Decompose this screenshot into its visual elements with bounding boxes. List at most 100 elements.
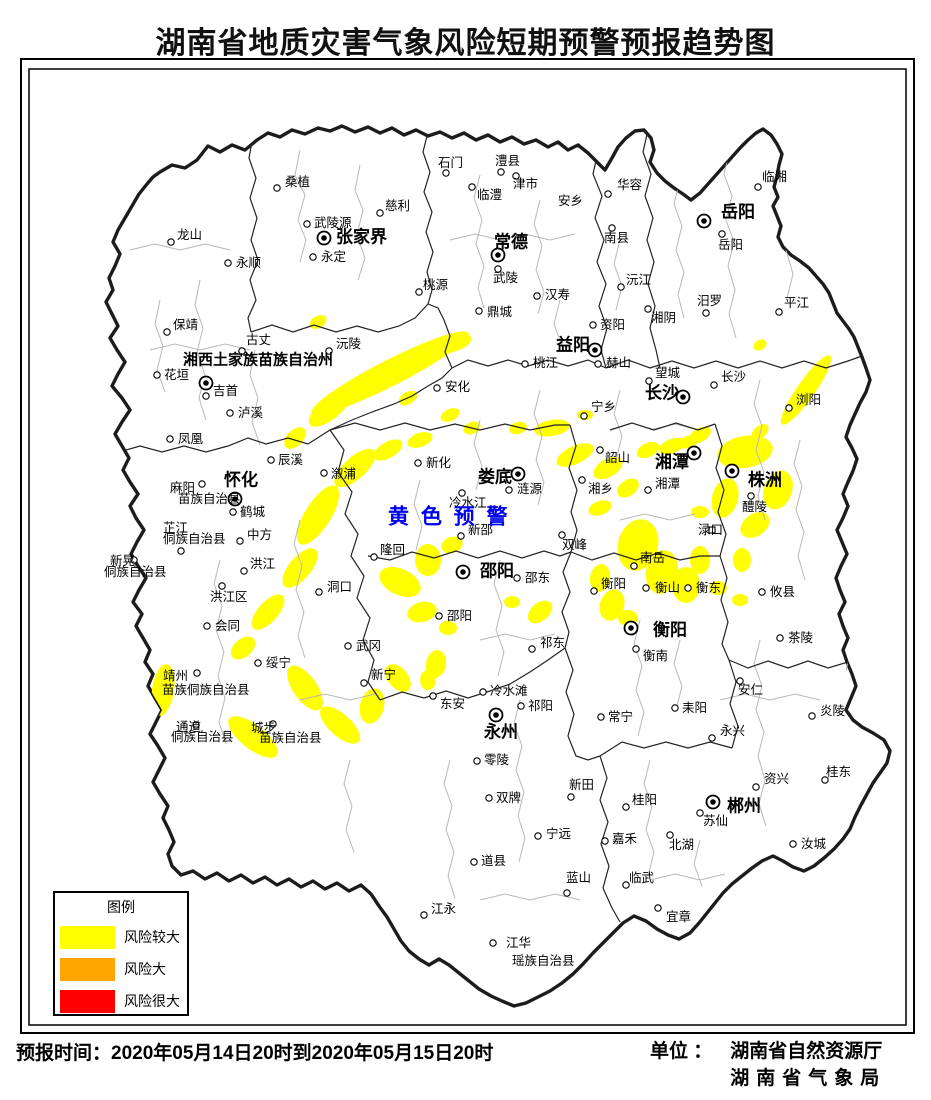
county-marker — [470, 858, 478, 866]
city-marker — [696, 213, 712, 229]
county-marker — [644, 305, 652, 313]
risk-area — [251, 594, 285, 630]
risk-area — [763, 470, 793, 510]
county-marker — [192, 721, 200, 729]
risk-area — [320, 706, 360, 744]
city-marker — [623, 620, 639, 636]
risk-area — [619, 532, 637, 544]
legend-swatch — [60, 925, 115, 949]
county-marker — [376, 209, 384, 217]
county-label: 保靖 — [173, 318, 198, 332]
county-label: 宁远 — [546, 826, 572, 841]
risk-area — [334, 448, 376, 488]
risk-area — [599, 589, 625, 621]
county-marker — [415, 288, 423, 296]
county-label: 会同 — [215, 619, 240, 633]
county-label: 攸县 — [770, 584, 795, 599]
county-marker — [789, 840, 797, 848]
risk-area — [658, 437, 686, 455]
county-marker — [344, 642, 352, 650]
legend-title: 图例 — [107, 899, 135, 915]
city-marker — [587, 342, 603, 358]
county-label: 洞口 — [327, 580, 352, 594]
city-label: 益阳 — [556, 335, 590, 355]
city-marker — [490, 247, 506, 263]
risk-area — [690, 546, 710, 574]
risk-area — [415, 544, 441, 576]
county-label: 古丈 — [246, 332, 271, 347]
county-label: 临武 — [629, 871, 655, 885]
legend-item: 风险很大 — [60, 989, 187, 1013]
city-marker — [724, 463, 740, 479]
county-marker — [558, 531, 566, 539]
county-label: 洪江 — [250, 557, 275, 571]
county-marker — [269, 720, 277, 728]
county-marker — [594, 360, 602, 368]
county-label: 桂阳 — [632, 792, 657, 807]
county-marker — [589, 321, 597, 329]
county-marker — [320, 469, 328, 477]
county-label: 常宁 — [608, 709, 633, 724]
legend-label: 风险很大 — [124, 993, 180, 1009]
risk-area — [589, 564, 611, 592]
county-label: 沅江 — [626, 273, 651, 287]
county-marker — [534, 832, 542, 840]
county-label: 零陵 — [484, 753, 510, 767]
county-label: 衡南 — [643, 648, 668, 663]
county-label: 渌口 — [698, 522, 723, 537]
county-label: 龙山 — [177, 228, 202, 242]
city-label: 长沙 — [645, 383, 679, 403]
county-marker — [254, 659, 262, 667]
county-marker — [517, 702, 525, 710]
city-marker — [675, 389, 691, 405]
risk-area — [556, 443, 594, 467]
county-label: 溆浦 — [331, 467, 356, 481]
county-marker — [604, 190, 612, 198]
county-label: 江永 — [431, 902, 457, 916]
risk-area — [441, 536, 463, 554]
county-label: 吉首 — [213, 384, 238, 398]
legend-label: 风险较大 — [124, 929, 180, 945]
county-label: 北湖 — [669, 837, 694, 852]
city-marker — [686, 445, 702, 461]
county-marker — [808, 712, 816, 720]
county-marker — [736, 677, 744, 685]
risk-area — [717, 435, 773, 469]
county-marker — [473, 757, 481, 765]
county-label: 安仁 — [738, 682, 763, 697]
county-marker — [718, 230, 726, 238]
county-label: 华容 — [617, 177, 642, 192]
county-marker — [130, 556, 138, 564]
county-label: 通道 — [176, 720, 202, 734]
risk-area — [645, 550, 679, 594]
city-label: 常德 — [494, 232, 528, 252]
county-marker — [758, 588, 766, 596]
city-label: 衡阳 — [653, 620, 687, 640]
risk-area — [504, 596, 520, 608]
issuing-unit: 单位 ： 湖南省自然资源厅 湖南省气象局 — [650, 1036, 898, 1090]
county-label: 祁阳 — [528, 698, 553, 713]
county-label: 新田 — [569, 777, 594, 792]
unit-label: 单位 ： — [650, 1041, 713, 1062]
county-marker — [458, 489, 466, 497]
county-marker — [475, 307, 483, 315]
city-marker — [455, 564, 471, 580]
county-marker — [622, 803, 630, 811]
county-marker — [153, 371, 161, 379]
city-label: 湘潭 — [655, 452, 689, 472]
county-label: 澧县 — [495, 154, 520, 168]
county-marker — [163, 328, 171, 336]
county-label: 岳阳 — [718, 238, 743, 252]
risk-area — [636, 441, 660, 459]
county-marker — [563, 889, 571, 897]
county-label: 侗族自治县 — [163, 532, 226, 546]
risk-area — [709, 581, 727, 595]
county-marker — [754, 183, 762, 191]
county-marker — [226, 409, 234, 417]
unit-line-2: 湖南省气象局 — [730, 1068, 887, 1089]
risk-area — [420, 670, 436, 690]
county-label: 桂东 — [826, 764, 851, 779]
legend-label: 风险大 — [124, 961, 166, 977]
county-marker — [622, 881, 630, 889]
risk-area — [373, 439, 403, 461]
